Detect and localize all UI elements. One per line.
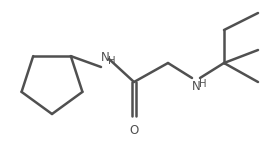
- Text: N: N: [192, 80, 200, 93]
- Text: N: N: [101, 51, 109, 64]
- Text: O: O: [129, 124, 139, 137]
- Text: H: H: [199, 79, 207, 89]
- Text: H: H: [108, 56, 116, 66]
